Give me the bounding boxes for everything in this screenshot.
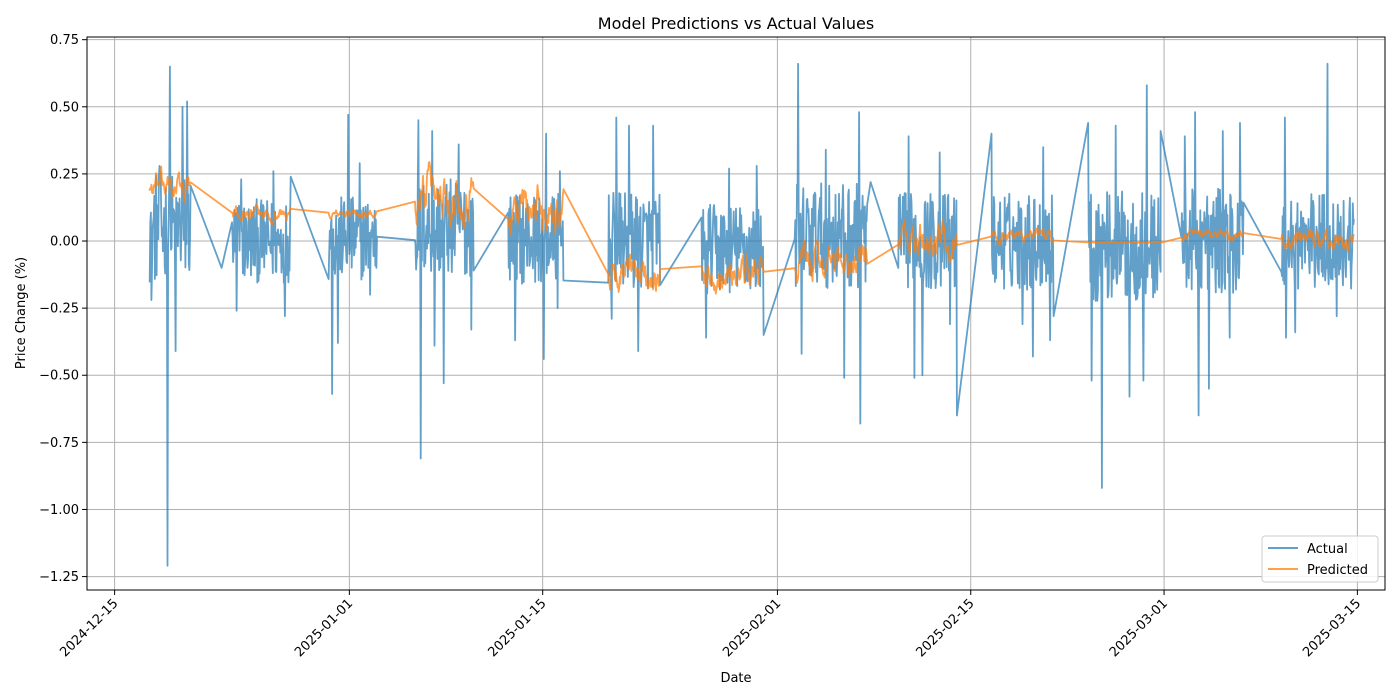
- y-tick-label: 0.00: [50, 235, 79, 250]
- chart-title: Model Predictions vs Actual Values: [598, 14, 874, 33]
- legend-label-actual: Actual: [1307, 542, 1348, 557]
- y-tick-label: −1.25: [39, 570, 79, 585]
- y-axis-label: Price Change (%): [14, 257, 29, 369]
- y-tick-label: −1.00: [39, 503, 79, 518]
- series-line-actual: [148, 62, 1355, 567]
- plot-area: [148, 62, 1355, 567]
- x-axis-label: Date: [720, 671, 751, 686]
- series-line-predicted: [148, 161, 1355, 295]
- y-tick-label: −0.25: [39, 302, 79, 317]
- y-tick-label: 0.50: [50, 100, 79, 115]
- y-tick-label: 0.25: [50, 167, 79, 182]
- legend: Actual Predicted: [1261, 535, 1379, 583]
- grid: [87, 37, 1385, 590]
- legend-label-predicted: Predicted: [1307, 563, 1368, 578]
- y-tick-label: −0.50: [39, 369, 79, 384]
- y-tick-label: 0.75: [50, 33, 79, 48]
- axes-frame: [86, 36, 1386, 591]
- y-tick-label: −0.75: [39, 436, 79, 451]
